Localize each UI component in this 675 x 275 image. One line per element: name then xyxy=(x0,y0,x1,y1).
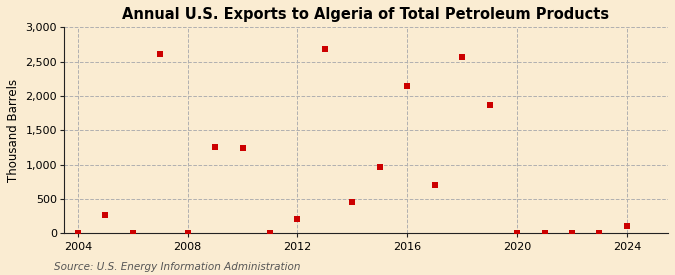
Point xyxy=(512,231,522,235)
Point xyxy=(100,213,111,217)
Point xyxy=(594,231,605,235)
Point xyxy=(292,217,303,221)
Point xyxy=(566,231,577,235)
Point xyxy=(402,83,412,88)
Point xyxy=(622,224,632,228)
Point xyxy=(319,46,330,51)
Point xyxy=(210,145,221,149)
Point xyxy=(457,55,468,59)
Point xyxy=(155,52,165,56)
Point xyxy=(539,231,550,235)
Title: Annual U.S. Exports to Algeria of Total Petroleum Products: Annual U.S. Exports to Algeria of Total … xyxy=(122,7,610,22)
Point xyxy=(182,231,193,235)
Point xyxy=(429,183,440,187)
Point xyxy=(375,164,385,169)
Y-axis label: Thousand Barrels: Thousand Barrels xyxy=(7,79,20,182)
Point xyxy=(265,231,275,235)
Point xyxy=(484,103,495,107)
Point xyxy=(128,231,138,235)
Text: Source: U.S. Energy Information Administration: Source: U.S. Energy Information Administ… xyxy=(54,262,300,272)
Point xyxy=(347,200,358,205)
Point xyxy=(72,231,83,235)
Point xyxy=(237,146,248,151)
